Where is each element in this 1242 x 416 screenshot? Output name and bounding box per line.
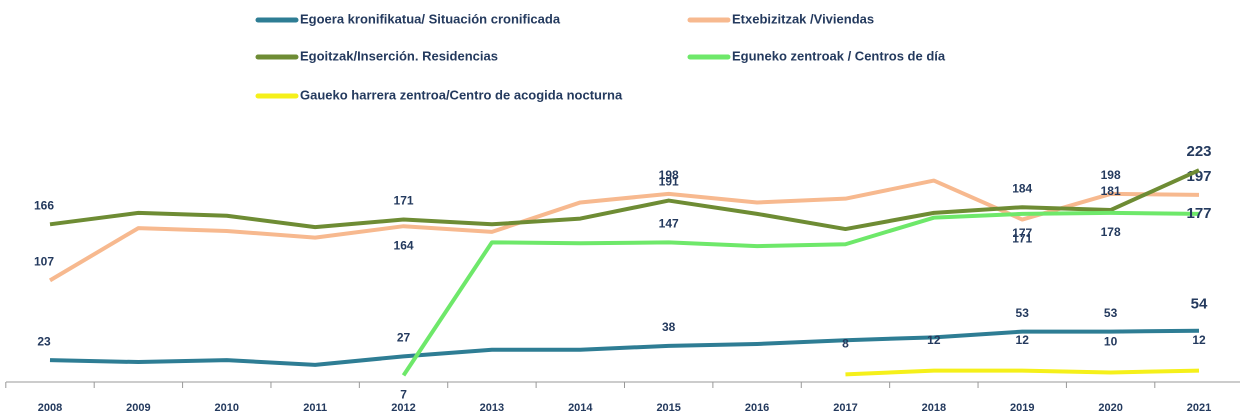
line	[845, 368, 1200, 377]
data-label: 198	[1101, 168, 1121, 182]
data-label: 166	[34, 198, 54, 212]
data-label: 223	[1186, 143, 1211, 160]
legend-label: Etxebizitzak /Viviendas	[732, 11, 874, 26]
data-label: 10	[1104, 335, 1118, 349]
data-label: 27	[397, 331, 411, 345]
data-label: 7	[400, 388, 407, 402]
data-label: 178	[1101, 225, 1121, 239]
data-label: 198	[659, 168, 679, 182]
x-tick-label: 2021	[1187, 402, 1211, 414]
legend-label: Eguneko zentroak / Centros de día	[732, 48, 946, 63]
data-label: 184	[1012, 181, 1032, 195]
x-tick-label: 2016	[745, 402, 769, 414]
data-label: 38	[662, 320, 676, 334]
legend-label: Gaueko harrera zentroa/Centro de acogida…	[300, 87, 623, 102]
data-label: 181	[1101, 184, 1121, 198]
data-label: 54	[1191, 296, 1208, 313]
data-label: 12	[927, 333, 941, 347]
x-tick-label: 2011	[303, 402, 327, 414]
line	[49, 328, 1200, 367]
x-tick-label: 2008	[38, 402, 62, 414]
x-tick-label: 2009	[126, 402, 150, 414]
data-label: 107	[34, 255, 54, 269]
x-tick-label: 2019	[1010, 402, 1034, 414]
data-label: 171	[1012, 232, 1032, 246]
data-label: 53	[1016, 306, 1030, 320]
legend-label: Egoitzak/Inserción. Residencias	[300, 48, 498, 63]
legend-label: Egoera kronifikatua/ Situación cronifica…	[300, 11, 561, 26]
data-label: 12	[1016, 333, 1030, 347]
x-tick-label: 2015	[656, 402, 680, 414]
x-tick-label: 2020	[1098, 402, 1122, 414]
data-label: 23	[37, 334, 51, 348]
data-label: 8	[842, 337, 849, 351]
x-tick-label: 2014	[568, 402, 593, 414]
data-label: 53	[1104, 306, 1118, 320]
data-label: 164	[394, 238, 414, 252]
data-label: 12	[1192, 333, 1206, 347]
data-label: 171	[394, 194, 414, 208]
x-tick-label: 2017	[833, 402, 857, 414]
x-tick-label: 2018	[922, 402, 946, 414]
x-tick-label: 2010	[215, 402, 239, 414]
line	[401, 210, 1200, 377]
line	[49, 168, 1200, 232]
data-label: 191	[659, 175, 679, 189]
data-label: 177	[1186, 205, 1211, 222]
x-tick-label: 2012	[391, 402, 415, 414]
data-label: 147	[659, 217, 679, 231]
data-label: 177	[1012, 226, 1032, 240]
x-tick-label: 2013	[480, 402, 504, 414]
